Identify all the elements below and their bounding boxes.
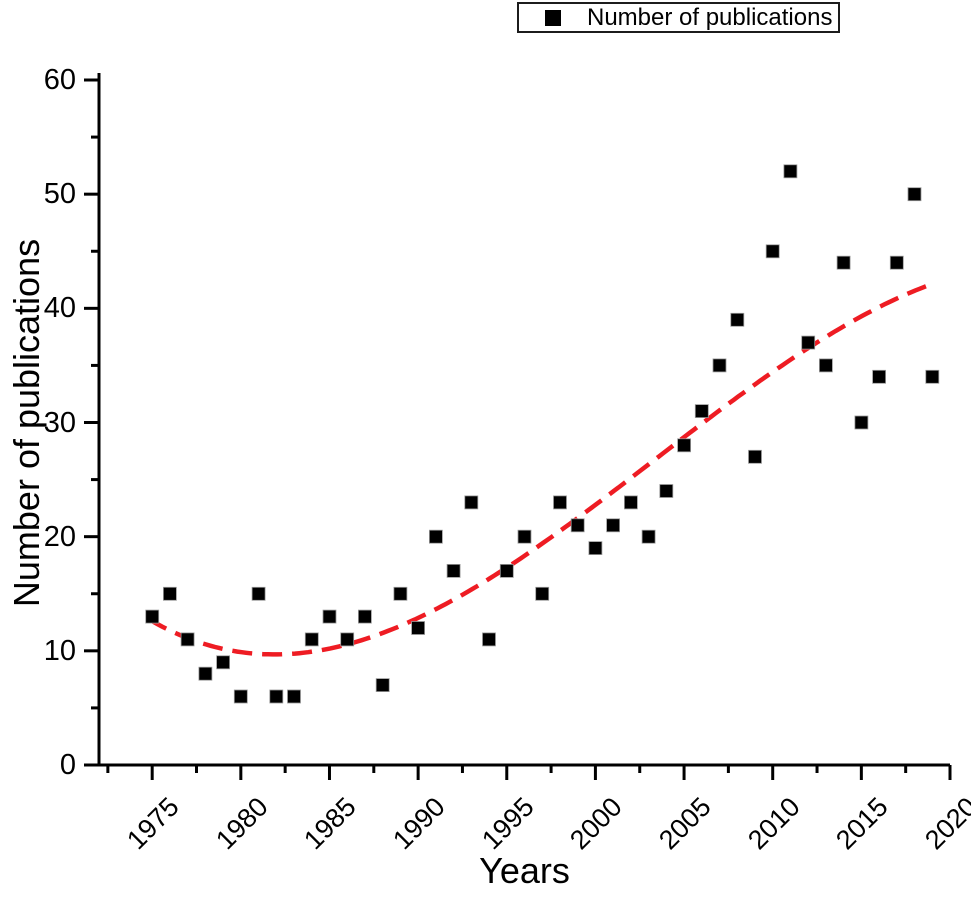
data-point <box>340 632 355 647</box>
data-point <box>162 586 177 601</box>
data-point <box>269 689 284 704</box>
y-tick-label: 60 <box>43 64 76 96</box>
data-point <box>819 358 833 373</box>
y-tick-label: 50 <box>43 178 76 211</box>
y-tick-label: 10 <box>43 634 76 667</box>
data-point <box>287 689 301 704</box>
data-point <box>180 632 195 647</box>
data-point <box>588 541 603 555</box>
y-axis-title: Number of publications <box>6 238 47 608</box>
data-point <box>801 335 816 350</box>
data-point <box>836 255 851 270</box>
data-point <box>357 609 372 624</box>
x-axis-ticks <box>106 765 952 780</box>
data-point <box>198 666 213 681</box>
data-point <box>375 678 390 692</box>
data-point <box>216 655 231 670</box>
data-point <box>482 632 496 647</box>
data-point <box>322 609 337 624</box>
trend-line <box>147 283 930 657</box>
scatter-points <box>145 164 940 704</box>
data-point <box>411 621 426 635</box>
data-point <box>712 358 727 373</box>
data-point <box>907 187 922 202</box>
data-point <box>145 609 160 624</box>
data-point <box>854 415 869 430</box>
data-point <box>925 369 940 384</box>
data-point <box>304 632 319 647</box>
square-marker-icon <box>545 9 561 26</box>
data-point <box>553 495 567 510</box>
y-tick-label: 40 <box>43 292 76 325</box>
data-point <box>606 518 620 533</box>
data-point <box>464 495 479 510</box>
y-tick-label: 20 <box>43 520 76 553</box>
data-point <box>624 495 638 510</box>
axes <box>84 73 952 780</box>
legend: Number of publications <box>517 2 840 33</box>
data-point <box>889 255 904 270</box>
data-point <box>677 438 691 453</box>
y-tick-label: 0 <box>59 749 76 781</box>
data-point <box>694 404 709 419</box>
data-point <box>872 369 886 384</box>
data-point <box>535 586 550 601</box>
x-axis-title: Years <box>479 850 570 891</box>
data-point <box>765 244 780 259</box>
data-point <box>446 564 461 578</box>
y-axis-ticks <box>84 78 99 767</box>
data-point <box>393 586 408 601</box>
data-point <box>641 529 656 544</box>
legend-label: Number of publications <box>587 3 833 31</box>
data-point <box>783 164 798 179</box>
y-tick-label: 30 <box>43 406 76 439</box>
data-point <box>251 586 266 601</box>
data-point <box>517 529 532 544</box>
data-point <box>748 449 762 464</box>
data-point <box>499 564 514 578</box>
data-point <box>428 529 443 544</box>
data-point <box>570 518 585 533</box>
data-point <box>233 689 248 704</box>
data-point <box>659 484 674 498</box>
data-point <box>730 312 745 327</box>
